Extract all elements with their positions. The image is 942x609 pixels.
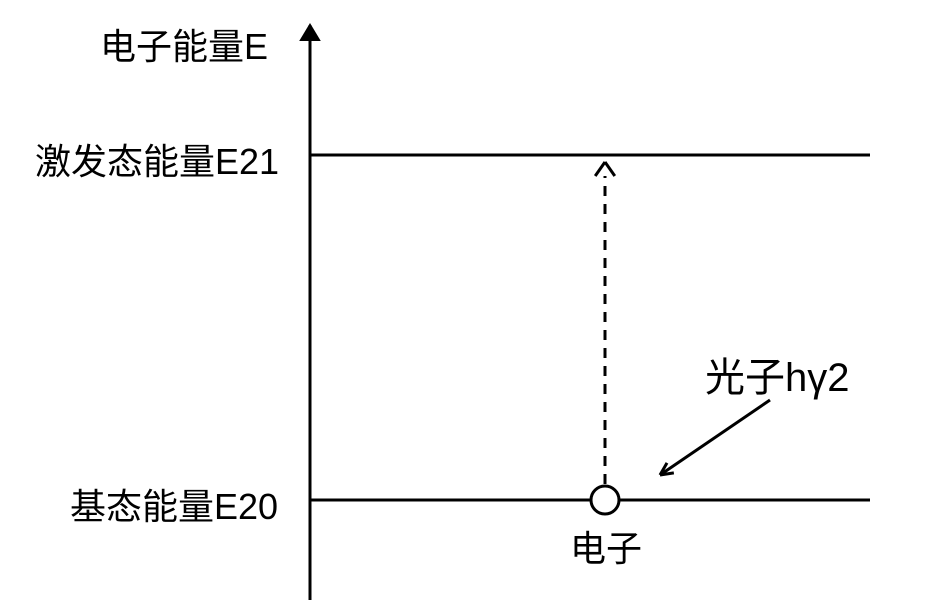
y-axis-arrowhead	[299, 23, 321, 41]
transition-arrow-head-l	[595, 162, 605, 176]
transition-arrow-head-r	[605, 162, 615, 176]
ground-level-label: 基态能量E20	[70, 478, 278, 530]
electron-label: 电子	[570, 520, 642, 572]
photon-label: 光子hγ2	[705, 345, 850, 403]
diagram-container: 电子能量E 激发态能量E21 基态能量E20 电子 光子hγ2	[0, 0, 942, 609]
photon-pointer-line	[660, 400, 770, 475]
photon-pointer-head-r	[660, 473, 674, 475]
excited-level-label: 激发态能量E21	[35, 133, 279, 185]
electron-circle	[591, 486, 619, 514]
y-axis-label: 电子能量E	[100, 18, 268, 70]
